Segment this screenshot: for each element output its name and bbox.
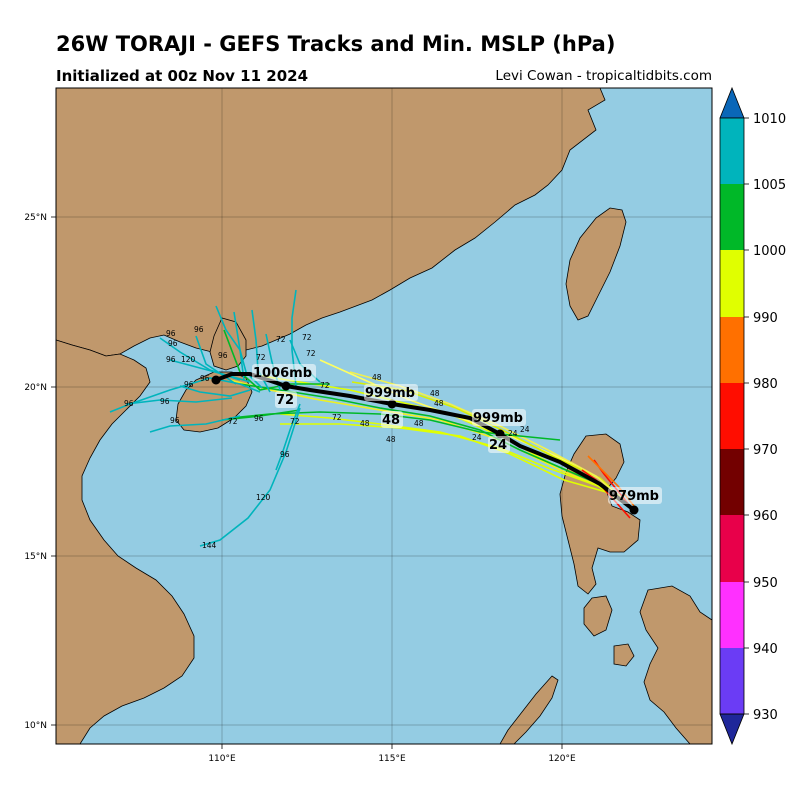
member-hour-label: 96 (280, 450, 290, 459)
lat-tick-label: 15°N (24, 552, 47, 562)
member-hour-label: 72 (276, 335, 286, 344)
panay-island (613, 643, 635, 667)
member-hour-label: 72 (302, 333, 312, 342)
member-hour-label: 96 (160, 397, 170, 406)
member-hour-label: 72 (332, 413, 342, 422)
member-hour-label: 48 (372, 373, 382, 382)
colorbar-tick: 940 (753, 642, 778, 657)
member-hour-label: 48 (360, 419, 370, 428)
member-hour-label: 24 (520, 425, 530, 434)
member-hour-label: 48 (386, 435, 396, 444)
colorbar-segment (720, 383, 744, 449)
colorbar-tick: 1010 (753, 112, 786, 127)
taiwan-island (565, 207, 627, 321)
colorbar-tick: 950 (753, 576, 778, 591)
member-hour-label: 48 (434, 399, 444, 408)
member-hour-label: 72 (290, 417, 300, 426)
colorbar-segment (720, 250, 744, 317)
member-hour-label: 48 (430, 389, 440, 398)
colorbar-segment (720, 184, 744, 250)
pressure-label-979: 979mb (609, 489, 659, 504)
member-hour-label: 96 (184, 380, 194, 389)
pressure-label-999-east: 999mb (473, 411, 523, 426)
colorbar-segment (720, 515, 744, 582)
member-hour-label: 96 (166, 355, 176, 364)
colorbar-segment (720, 317, 744, 383)
lon-tick-label: 120°E (548, 754, 576, 764)
member-hour-label: 96 (166, 329, 176, 338)
colorbar-over-arrow (719, 86, 745, 119)
mindoro-island (583, 595, 613, 637)
pressure-label-1006: 1006mb (253, 366, 312, 381)
lat-tick-label: 10°N (24, 721, 47, 731)
member-hour-label: 24 (472, 433, 482, 442)
colorbar-segment (720, 449, 744, 515)
init-time: Initialized at 00z Nov 11 2024 (56, 67, 309, 85)
member-hour-label: 72 (256, 353, 266, 362)
colorbar-tick: 990 (753, 311, 778, 326)
hour-label-72: 72 (276, 393, 294, 408)
member-hour-label: 96 (200, 374, 210, 383)
colorbar-under-arrow (719, 713, 745, 746)
member-hour-label: 96 (218, 351, 228, 360)
colorbar-segment (720, 648, 744, 714)
member-hour-label: 96 (254, 414, 264, 423)
visayas-mindanao (639, 585, 712, 744)
pressure-colorbar: 1010 1005 1000 990 980 970 960 950 940 9… (719, 86, 786, 746)
member-hour-label: 96 (124, 399, 134, 408)
credit: Levi Cowan - tropicaltidbits.com (495, 68, 712, 84)
palawan-island (499, 675, 559, 744)
lon-tick-label: 115°E (378, 754, 406, 764)
hour-label-48: 48 (382, 413, 400, 428)
member-hour-label: 72 (320, 381, 330, 390)
colorbar-tick: 970 (753, 443, 778, 458)
member-hour-label: 144 (202, 541, 217, 550)
member-hour-label: 120 (256, 493, 271, 502)
colorbar-tick: 960 (753, 509, 778, 524)
mean-track-labels: 979mb 999mb 999mb 1006mb 24 48 72 (252, 364, 662, 504)
member-hour-label: 96 (168, 339, 178, 348)
member-hour-labels: 24 24 24 48 48 48 48 48 48 72 72 72 72 7… (124, 325, 530, 550)
member-hour-label: 96 (194, 325, 204, 334)
lon-tick-label: 110°E (208, 754, 236, 764)
colorbar-tick: 930 (753, 708, 778, 723)
member-hour-label: 96 (170, 416, 180, 425)
colorbar-segment (720, 582, 744, 648)
china-mainland (56, 88, 606, 357)
chart-title: 26W TORAJI - GEFS Tracks and Min. MSLP (… (56, 32, 616, 56)
vietnam-coast (56, 339, 195, 744)
member-hour-label: 24 (508, 429, 518, 438)
colorbar-segment (720, 118, 744, 184)
colorbar-tick: 1000 (753, 244, 786, 259)
hour-label-24: 24 (489, 438, 507, 453)
axis-ticks (51, 216, 563, 749)
pressure-label-999-west: 999mb (365, 386, 415, 401)
member-hour-label: 48 (414, 419, 424, 428)
member-hour-label: 72 (306, 349, 316, 358)
member-hour-label: 120 (181, 355, 196, 364)
member-hour-label: 72 (228, 417, 238, 426)
colorbar-tick: 1005 (753, 178, 786, 193)
map-frame (55, 87, 713, 745)
colorbar-tick: 980 (753, 377, 778, 392)
lat-tick-label: 25°N (24, 213, 47, 223)
lat-tick-label: 20°N (24, 383, 47, 393)
